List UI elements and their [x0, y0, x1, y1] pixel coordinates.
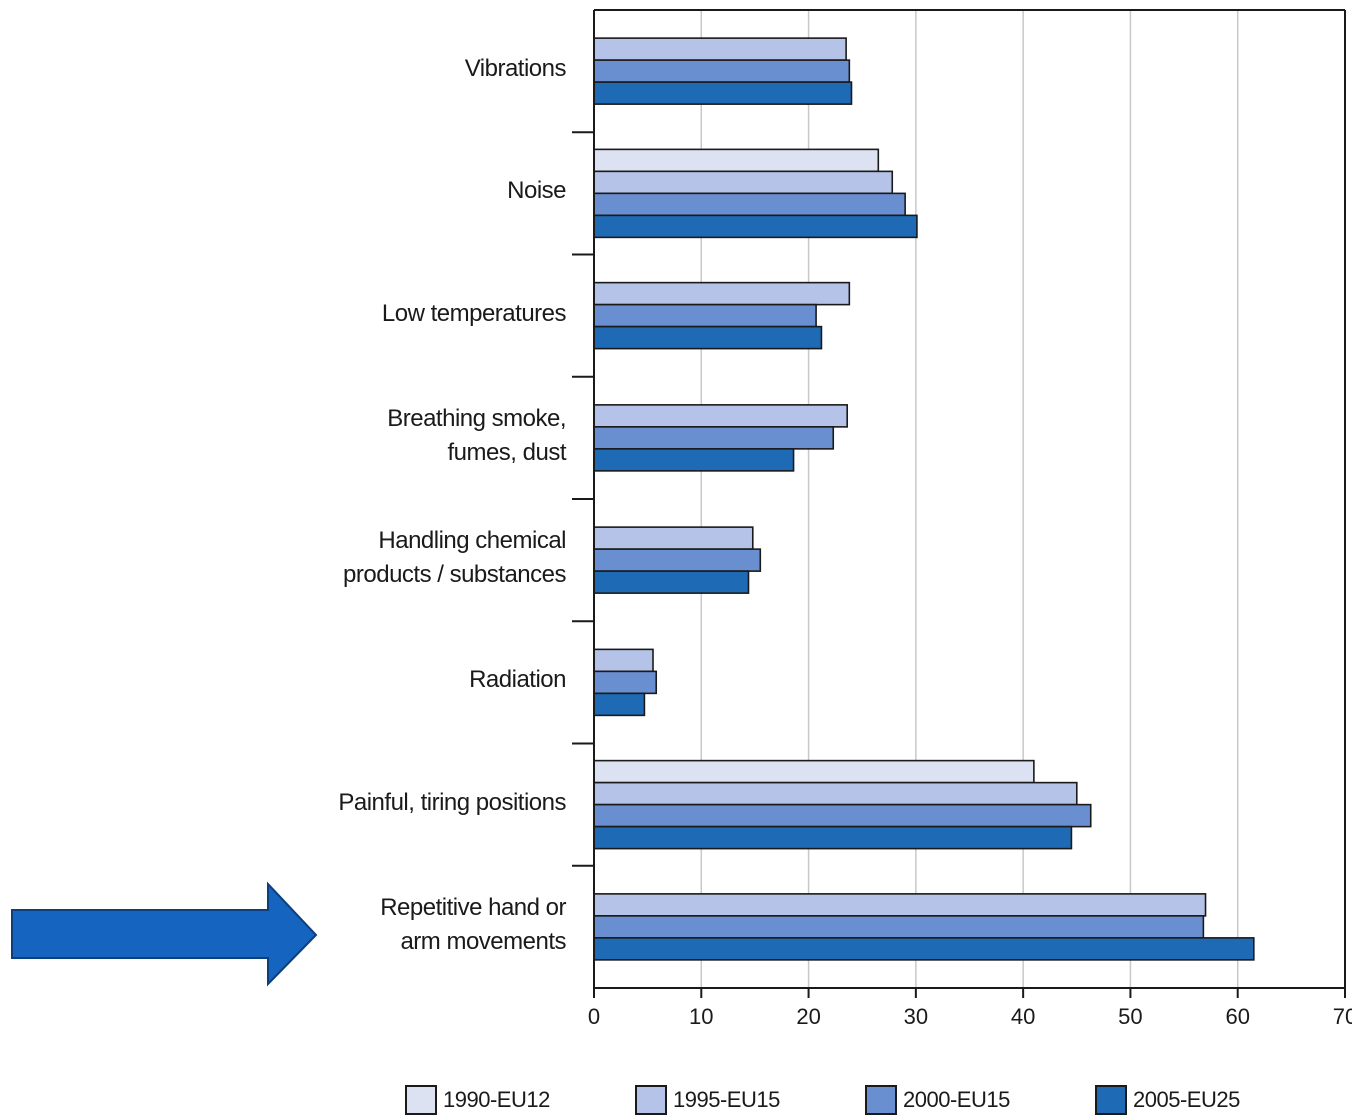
category-label: Low temperatures	[381, 297, 567, 331]
x-tick-label-30: 30	[904, 1004, 928, 1029]
bar-2000-eu15-cat-3	[593, 426, 835, 450]
arrow-shape	[11, 881, 318, 987]
bar-2000-eu15-cat-0	[593, 59, 851, 83]
legend: 1990-EU12 1995-EU15 2000-EU15 2005-EU25	[0, 1082, 1352, 1118]
bar-2005-eu25-cat-2	[593, 325, 823, 350]
bar-2005-eu25-cat-1	[593, 214, 918, 239]
legend-label-2000: 2000-EU15	[903, 1087, 1010, 1112]
category-label-line: Radiation	[469, 666, 566, 694]
bar-1995-eu15-cat-6	[593, 781, 1078, 806]
x-tick-label-50: 50	[1118, 1004, 1142, 1029]
category-label: Vibrations	[464, 52, 567, 86]
bar-2000-eu15-cat-2	[593, 303, 817, 328]
legend-swatch-2005	[1095, 1085, 1127, 1115]
category-label: Radiation	[469, 663, 566, 697]
category-label-line: products / substances	[343, 561, 566, 589]
category-label-line: Breathing smoke,	[387, 404, 566, 432]
bar-1995-eu15-cat-1	[593, 170, 894, 195]
category-label-line: Vibrations	[464, 55, 567, 83]
legend-label-1995: 1995-EU15	[673, 1087, 780, 1112]
bar-2005-eu25-cat-4	[593, 570, 750, 594]
x-tick-labels: 0 10 20 30 40 50 60 70	[588, 1004, 1352, 1029]
legend-label-2005: 2005-EU25	[1133, 1087, 1240, 1112]
x-tick-label-70: 70	[1333, 1004, 1352, 1029]
x-tick-label-60: 60	[1225, 1004, 1249, 1029]
bar-2005-eu25-cat-5	[593, 692, 646, 717]
bar-2000-eu15-cat-4	[593, 548, 762, 572]
category-label-line: Painful, tiring positions	[338, 788, 566, 816]
category-label-line: Repetitive hand or	[380, 893, 566, 921]
category-label-line: Handling chemical	[378, 527, 566, 555]
bar-1995-eu15-cat-0	[593, 37, 847, 61]
bar-1995-eu15-cat-5	[593, 648, 654, 673]
bar-1995-eu15-cat-4	[593, 526, 754, 550]
bar-1995-eu15-cat-3	[593, 404, 848, 428]
bar-2005-eu25-cat-7	[593, 937, 1255, 961]
bar-2005-eu25-cat-6	[593, 825, 1073, 850]
bar-2000-eu15-cat-6	[593, 803, 1092, 828]
legend-swatch-1990	[405, 1085, 437, 1115]
category-label-line: fumes, dust	[447, 438, 566, 466]
bar-2000-eu15-cat-5	[593, 670, 658, 695]
category-label-line: arm movements	[400, 927, 566, 955]
category-label: Painful, tiring positions	[338, 786, 566, 820]
legend-label-1990: 1990-EU12	[443, 1087, 550, 1112]
bar-2000-eu15-cat-7	[593, 915, 1205, 939]
legend-swatch-1995	[635, 1085, 667, 1115]
bar-2000-eu15-cat-1	[593, 192, 906, 217]
bar-1990-eu12-cat-1	[593, 148, 880, 173]
bar-2005-eu25-cat-0	[593, 81, 853, 105]
legend-swatch-2000	[865, 1085, 897, 1115]
category-label-line: Low temperatures	[381, 299, 567, 327]
category-label: Handling chemical products / substances	[343, 524, 566, 592]
bar-2005-eu25-cat-3	[593, 448, 795, 472]
x-tick-label-0: 0	[588, 1004, 600, 1029]
x-tick-label-40: 40	[1011, 1004, 1035, 1029]
annotation-arrow-icon	[11, 881, 318, 987]
category-label: Breathing smoke, fumes, dust	[387, 402, 566, 470]
category-label-line: Noise	[507, 177, 566, 205]
x-tick-label-10: 10	[689, 1004, 713, 1029]
category-label: Repetitive hand or arm movements	[380, 891, 566, 959]
bar-1995-eu15-cat-7	[593, 893, 1207, 917]
bar-1995-eu15-cat-2	[593, 281, 851, 306]
bar-1990-eu12-cat-6	[593, 759, 1035, 784]
category-label: Noise	[507, 174, 566, 208]
axes	[572, 9, 1346, 998]
bars	[593, 37, 1255, 961]
x-tick-label-20: 20	[796, 1004, 820, 1029]
